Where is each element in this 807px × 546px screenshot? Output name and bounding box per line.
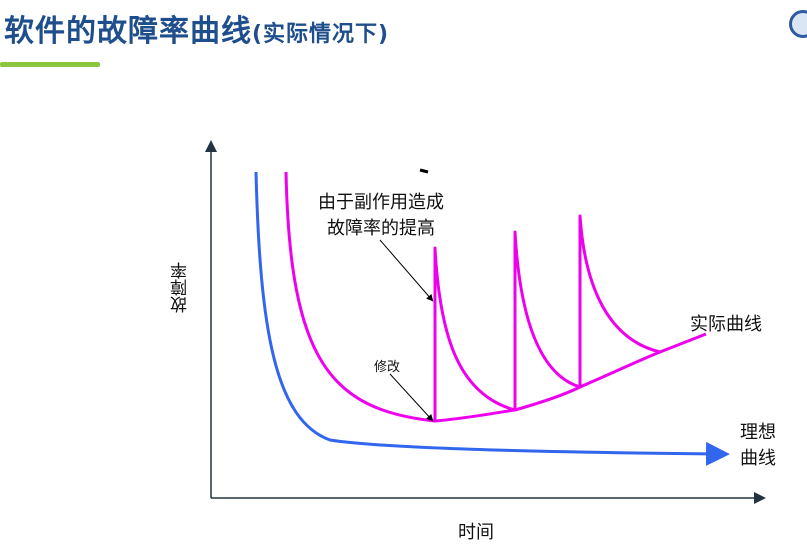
actual-curve — [284, 171, 707, 423]
annotation-line-1: 由于副作用造成 — [318, 192, 444, 213]
ideal-curve-label: 理想 曲线 — [740, 420, 776, 472]
ideal-curve-label-line-1: 理想 — [740, 422, 776, 443]
title-underline — [0, 62, 100, 67]
side-effect-annotation: 由于副作用造成 故障率的提高 — [318, 190, 444, 242]
ideal-curve — [254, 171, 730, 466]
y-axis-label: 故障率 — [171, 262, 191, 313]
stray-mark — [419, 168, 429, 174]
page-title: 软件的故障率曲线(实际情况下) — [4, 6, 389, 50]
fix-arrow — [389, 373, 434, 422]
logo-icon — [789, 10, 807, 38]
fix-label: 修改 — [374, 360, 401, 375]
title-main: 软件的故障率曲线 — [4, 14, 252, 49]
annotation-line-2: 故障率的提高 — [327, 218, 435, 239]
annotation-arrow — [379, 239, 434, 302]
ideal-curve-label-line-2: 曲线 — [740, 448, 776, 469]
actual-curve-label: 实际曲线 — [690, 314, 762, 335]
title-sub: (实际情况下) — [252, 22, 390, 47]
actual-curve-trend — [434, 350, 661, 423]
x-axis-label: 时间 — [458, 522, 494, 543]
